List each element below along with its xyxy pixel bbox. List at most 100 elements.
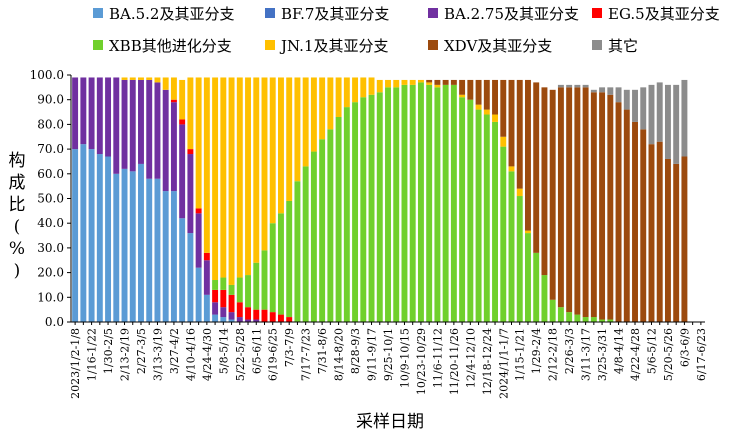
legend-label: XBB其他进化分支 <box>109 36 232 55</box>
bar-segment <box>607 87 614 95</box>
bar-segment <box>557 87 564 308</box>
y-tick-label: 60.0 <box>37 167 64 181</box>
bar-segment <box>319 139 326 322</box>
bar-segment <box>253 309 260 320</box>
bar-segment <box>352 77 359 103</box>
bar-segment <box>450 84 457 322</box>
legend: BA.5.2及其亚分支 BF.7及其亚分支 BA.2.75及其亚分支 EG.5及其亚分… <box>0 0 750 62</box>
bar-segment <box>286 317 293 322</box>
bar-segment <box>459 97 466 322</box>
y-tick-label: 90.0 <box>37 93 64 107</box>
bar-segment <box>220 289 227 308</box>
bar-segment <box>129 79 136 172</box>
bar-segment <box>442 84 449 322</box>
bar-segment <box>632 89 638 122</box>
bar-segment <box>648 144 655 322</box>
bar-segment <box>467 79 474 100</box>
x-tick-label: 7/31-8/6 <box>316 328 329 374</box>
bar-segment <box>574 314 581 322</box>
bar-segment <box>582 87 589 318</box>
bar-segment <box>278 77 284 214</box>
bar-segment <box>393 79 400 88</box>
bar-segment <box>236 277 243 303</box>
x-tick-label: 5/20-5/26 <box>662 328 675 381</box>
x-tick-label: 2/27-3/5 <box>135 328 148 374</box>
bar-segment <box>228 312 235 320</box>
bar-segment <box>343 77 350 108</box>
legend-item: EG.5及其亚分支 <box>592 3 720 23</box>
legend-swatch <box>93 8 103 18</box>
bar-segment <box>664 158 671 322</box>
bar-segment <box>170 77 177 100</box>
bar-segment <box>302 77 309 167</box>
bar-segment <box>253 319 260 322</box>
bar-segment <box>557 307 564 322</box>
bar-segment <box>236 317 243 322</box>
legend-item: BF.7及其亚分支 <box>265 3 389 23</box>
bar-segment <box>286 77 293 201</box>
bar-segment <box>599 319 606 322</box>
y-tick-label: 100.0 <box>30 68 64 82</box>
x-tick-label: 3/13-3/19 <box>151 328 164 381</box>
x-tick-label: 6/5-6/11 <box>250 328 263 374</box>
bar-segment <box>450 79 457 85</box>
bar-segment <box>236 77 243 278</box>
bar-segment <box>170 99 177 103</box>
bar-segment <box>113 77 120 174</box>
bar-segment <box>170 191 177 322</box>
bar-segment <box>310 151 317 322</box>
bar-segment <box>245 275 251 308</box>
bar-segment <box>203 77 210 253</box>
bar-segment <box>335 116 342 323</box>
legend-label: BF.7及其亚分支 <box>281 4 390 23</box>
bar-segment <box>442 79 449 85</box>
y-axis-label: 构成比(%) <box>8 151 26 281</box>
bar-segment <box>121 79 128 169</box>
bar-segment <box>566 84 573 88</box>
bar-segment <box>599 87 606 93</box>
bar-segment <box>269 223 276 313</box>
bar-segment <box>401 84 408 322</box>
bar-segment <box>533 252 540 322</box>
bar-segment <box>220 77 227 278</box>
bar-segment <box>269 312 276 322</box>
x-tick-label: 4/10-4/16 <box>184 328 197 381</box>
bar-segment <box>508 79 515 167</box>
y-tick-label: 70.0 <box>37 142 64 156</box>
bar-segment <box>72 149 79 322</box>
bar-segment <box>179 119 186 125</box>
legend-label: EG.5及其亚分支 <box>608 4 720 23</box>
bar-segment <box>640 129 647 322</box>
bar-segment <box>162 191 169 322</box>
x-tick-label: 5/22-5/28 <box>234 328 247 381</box>
bar-segment <box>129 77 136 80</box>
y-tick-label: 10.0 <box>37 290 64 304</box>
bar-segment <box>557 84 564 88</box>
bar-segment <box>417 82 424 322</box>
bar-segment <box>212 314 219 322</box>
bar-segment <box>409 79 416 85</box>
bar-segment <box>483 114 490 323</box>
bar-segment <box>590 89 597 93</box>
bar-segment <box>426 82 433 85</box>
legend-swatch <box>428 8 438 18</box>
bar-segment <box>245 307 251 320</box>
bar-segment <box>401 79 408 85</box>
x-tick-label: 2024/1/1-1/7 <box>497 328 510 399</box>
bar-segment <box>170 102 177 192</box>
bar-segment <box>195 213 202 268</box>
x-tick-label: 4/8-4/14 <box>613 328 626 374</box>
bar-segment <box>228 319 235 322</box>
x-tick-label: 9/11-9/17 <box>366 328 379 381</box>
bar-segment <box>648 84 655 145</box>
bar-segment <box>566 312 573 322</box>
bar-segment <box>220 277 227 290</box>
bar-segment <box>212 289 219 303</box>
bar-segment <box>253 77 260 263</box>
bar-segment <box>146 79 153 179</box>
bar-segment <box>138 77 144 80</box>
bar-segment <box>566 87 573 313</box>
y-tick-label: 80.0 <box>37 117 64 131</box>
bar-segment <box>212 77 219 281</box>
x-tick-label: 6/3-6/9 <box>678 328 691 367</box>
